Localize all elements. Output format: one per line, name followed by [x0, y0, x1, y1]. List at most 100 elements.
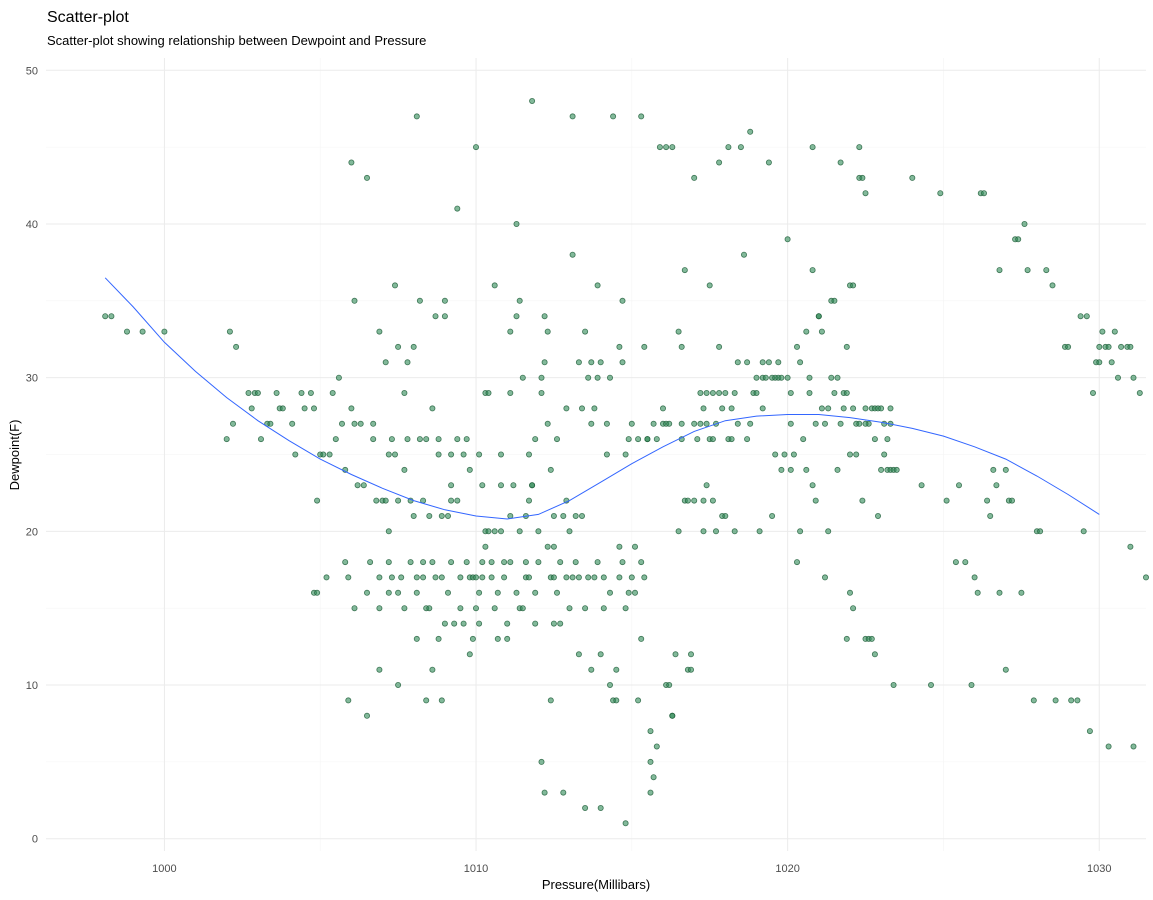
- data-point: [784, 374, 791, 381]
- data-point: [881, 451, 888, 458]
- data-point: [628, 420, 635, 427]
- data-point: [1002, 466, 1009, 473]
- data-point: [622, 820, 629, 827]
- data-point: [582, 605, 589, 612]
- data-point: [497, 528, 504, 535]
- data-point: [747, 420, 754, 427]
- data-point: [650, 774, 657, 781]
- data-point: [856, 420, 863, 427]
- data-point: [472, 605, 479, 612]
- data-point: [647, 728, 654, 735]
- data-point: [784, 236, 791, 243]
- data-point: [376, 605, 383, 612]
- data-point: [588, 359, 595, 366]
- data-point: [993, 482, 1000, 489]
- data-point: [968, 682, 975, 689]
- data-point: [532, 620, 539, 627]
- data-point: [688, 651, 695, 658]
- data-point: [765, 159, 772, 166]
- data-point: [320, 451, 327, 458]
- data-point: [585, 574, 592, 581]
- data-point: [725, 144, 732, 151]
- data-point: [1111, 328, 1118, 335]
- data-point: [448, 451, 455, 458]
- data-point: [928, 682, 935, 689]
- data-point: [778, 466, 785, 473]
- data-point: [226, 328, 233, 335]
- data-point: [607, 589, 614, 596]
- data-point: [716, 159, 723, 166]
- data-point: [828, 374, 835, 381]
- data-point: [797, 359, 804, 366]
- data-point: [669, 712, 676, 719]
- data-point: [391, 451, 398, 458]
- data-point: [522, 559, 529, 566]
- data-point: [504, 635, 511, 642]
- data-point: [641, 574, 648, 581]
- data-point: [435, 451, 442, 458]
- data-point: [460, 620, 467, 627]
- data-point: [326, 451, 333, 458]
- data-point: [429, 559, 436, 566]
- data-point: [684, 497, 691, 504]
- data-point: [809, 482, 816, 489]
- data-point: [513, 220, 520, 227]
- data-point: [625, 589, 632, 596]
- data-point: [700, 528, 707, 535]
- data-point: [267, 420, 274, 427]
- data-point: [1127, 343, 1134, 350]
- data-point: [787, 389, 794, 396]
- data-point: [1096, 359, 1103, 366]
- data-point: [563, 574, 570, 581]
- data-point: [737, 144, 744, 151]
- data-point: [697, 420, 704, 427]
- data-point: [641, 343, 648, 350]
- data-point: [610, 113, 617, 120]
- data-point: [843, 389, 850, 396]
- data-point: [850, 405, 857, 412]
- data-point: [806, 374, 813, 381]
- data-point: [856, 144, 863, 151]
- data-point: [597, 359, 604, 366]
- data-point: [663, 144, 670, 151]
- data-point: [971, 574, 978, 581]
- chart-title: Scatter-plot: [47, 9, 129, 26]
- data-point: [572, 559, 579, 566]
- data-point: [847, 451, 854, 458]
- data-point: [404, 359, 411, 366]
- x-tick-label: 1020: [775, 863, 799, 875]
- data-point: [466, 651, 473, 658]
- data-point: [859, 497, 866, 504]
- data-point: [575, 359, 582, 366]
- data-point: [526, 451, 533, 458]
- data-point: [728, 436, 735, 443]
- data-point: [124, 328, 131, 335]
- data-point: [825, 405, 832, 412]
- y-tick-label: 20: [26, 526, 38, 538]
- data-points: [102, 98, 1150, 827]
- data-point: [529, 98, 536, 105]
- data-point: [812, 497, 819, 504]
- data-point: [391, 282, 398, 289]
- data-point: [831, 297, 838, 304]
- data-point: [289, 420, 296, 427]
- data-point: [102, 313, 109, 320]
- data-point: [1009, 497, 1016, 504]
- data-point: [706, 282, 713, 289]
- data-point: [697, 389, 704, 396]
- data-point: [647, 758, 654, 765]
- data-point: [709, 436, 716, 443]
- data-point: [413, 574, 420, 581]
- data-point: [388, 574, 395, 581]
- data-point: [532, 436, 539, 443]
- data-point: [594, 374, 601, 381]
- data-point: [257, 436, 264, 443]
- chart-subtitle: Scatter-plot showing relationship betwee…: [47, 33, 426, 48]
- x-tick-label: 1010: [464, 863, 488, 875]
- data-point: [607, 374, 614, 381]
- data-point: [357, 420, 364, 427]
- data-point: [628, 574, 635, 581]
- data-point: [507, 559, 514, 566]
- data-point: [753, 374, 760, 381]
- data-point: [778, 374, 785, 381]
